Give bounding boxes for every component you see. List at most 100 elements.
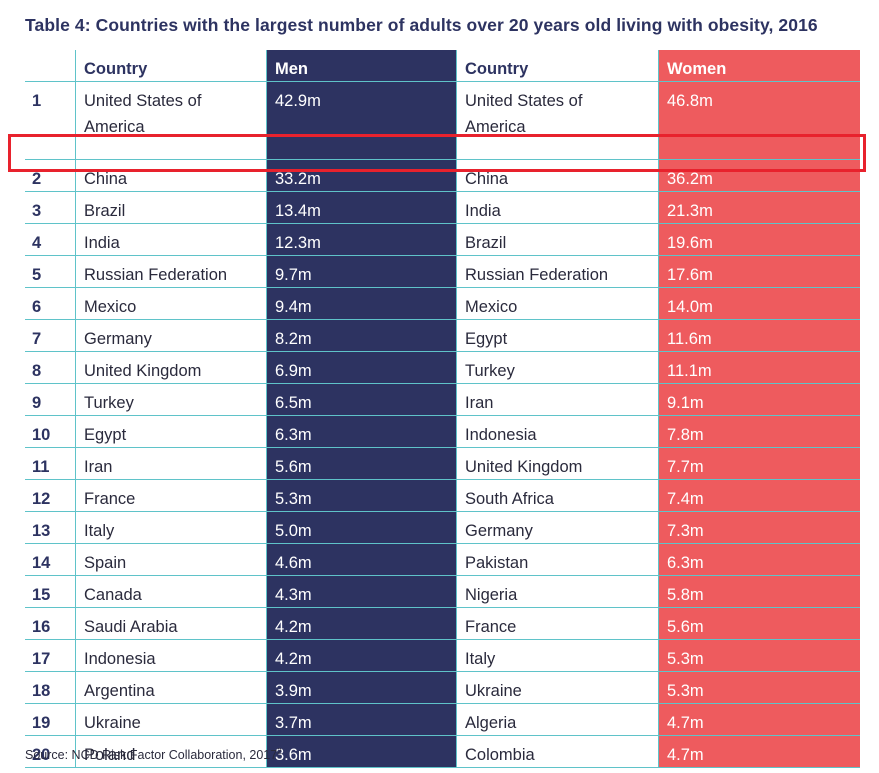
men-country-cell: Mexico <box>75 288 266 319</box>
source-note: Source: NCD Risk Factor Collaboration, 2… <box>25 747 282 762</box>
obesity-table: Country Men Country Women 1 United States… <box>25 50 860 768</box>
women-country-cell: Mexico <box>456 288 658 319</box>
men-country-cell: Iran <box>75 448 266 479</box>
rank-cell: 16 <box>32 618 51 636</box>
table-row: 20 Poland 3.6m Colombia 4.7m <box>25 736 860 768</box>
rank-cell: 14 <box>32 554 51 572</box>
men-value-cell: 42.9m <box>266 82 456 159</box>
source-text: Source: NCD Risk Factor Collaboration, 2… <box>25 748 278 763</box>
men-country-cell: United Kingdom <box>75 352 266 383</box>
table-header-row: Country Men Country Women <box>25 50 860 82</box>
women-value-cell: 5.6m <box>658 608 860 639</box>
rank-cell: 7 <box>32 330 42 348</box>
men-country-cell: Indonesia <box>75 640 266 671</box>
men-value-cell: 5.6m <box>266 448 456 479</box>
women-value-cell: 14.0m <box>658 288 860 319</box>
header-women-country: Country <box>456 50 658 81</box>
table-row: 3 Brazil 13.4m India 21.3m <box>25 192 860 224</box>
men-country-cell: Brazil <box>75 192 266 223</box>
table-row: 15 Canada 4.3m Nigeria 5.8m <box>25 576 860 608</box>
rank-cell: 8 <box>32 362 42 380</box>
women-value-cell: 17.6m <box>658 256 860 287</box>
table-row: 16 Saudi Arabia 4.2m France 5.6m <box>25 608 860 640</box>
table-body: 1 United States of America 42.9m United Sta… <box>25 82 860 768</box>
men-country-cell: Egypt <box>75 416 266 447</box>
men-value-cell: 4.6m <box>266 544 456 575</box>
women-country-cell: Nigeria <box>456 576 658 607</box>
women-value-cell: 5.8m <box>658 576 860 607</box>
rank-cell: 17 <box>32 650 51 668</box>
table-row: 4 India 12.3m Brazil 19.6m <box>25 224 860 256</box>
women-value-cell: 7.8m <box>658 416 860 447</box>
rank-cell: 2 <box>32 170 42 188</box>
table-row: 8 United Kingdom 6.9m Turkey 11.1m <box>25 352 860 384</box>
women-value-cell: 7.3m <box>658 512 860 543</box>
women-value-cell: 6.3m <box>658 544 860 575</box>
men-value-cell: 9.4m <box>266 288 456 319</box>
men-country-cell: Russian Federation <box>75 256 266 287</box>
men-value-cell: 8.2m <box>266 320 456 351</box>
rank-cell: 11 <box>32 458 50 476</box>
men-value-cell: 13.4m <box>266 192 456 223</box>
men-country-cell: France <box>75 480 266 511</box>
source-ref: 2 <box>277 747 282 756</box>
men-value-cell: 5.0m <box>266 512 456 543</box>
men-value-cell: 12.3m <box>266 224 456 255</box>
women-value-cell: 11.1m <box>658 352 860 383</box>
women-value-cell: 9.1m <box>658 384 860 415</box>
men-country-cell: Italy <box>75 512 266 543</box>
header-rank <box>25 50 75 81</box>
table-row: 6 Mexico 9.4m Mexico 14.0m <box>25 288 860 320</box>
women-value-cell: 4.7m <box>658 736 860 767</box>
table-row: 18 Argentina 3.9m Ukraine 5.3m <box>25 672 860 704</box>
women-country-cell: France <box>456 608 658 639</box>
table-row: 5 Russian Federation 9.7m Russian Federatio… <box>25 256 860 288</box>
women-value-cell: 5.3m <box>658 640 860 671</box>
men-value-cell: 4.2m <box>266 608 456 639</box>
women-country-cell: United States of America <box>456 82 658 159</box>
rank-cell: 3 <box>32 202 42 220</box>
men-value-cell: 9.7m <box>266 256 456 287</box>
men-value-cell: 6.9m <box>266 352 456 383</box>
men-value-cell: 33.2m <box>266 160 456 191</box>
men-country-cell: Turkey <box>75 384 266 415</box>
women-country-cell: United Kingdom <box>456 448 658 479</box>
men-country-cell: Germany <box>75 320 266 351</box>
men-country-cell: China <box>75 160 266 191</box>
table-title: Table 4: Countries with the largest numb… <box>25 15 818 35</box>
rank-cell: 18 <box>32 682 51 700</box>
rank-cell: 6 <box>32 298 42 316</box>
table-row: 13 Italy 5.0m Germany 7.3m <box>25 512 860 544</box>
women-country-cell: Indonesia <box>456 416 658 447</box>
table-row: 14 Spain 4.6m Pakistan 6.3m <box>25 544 860 576</box>
women-country-cell: Italy <box>456 640 658 671</box>
men-country-cell: Canada <box>75 576 266 607</box>
men-value-cell: 3.9m <box>266 672 456 703</box>
rank-cell: 9 <box>32 394 42 412</box>
women-value-cell: 19.6m <box>658 224 860 255</box>
women-value-cell: 7.4m <box>658 480 860 511</box>
women-value-cell: 21.3m <box>658 192 860 223</box>
men-country-cell: Argentina <box>75 672 266 703</box>
rank-cell: 4 <box>32 234 42 252</box>
rank-cell: 13 <box>32 522 51 540</box>
table-row: 10 Egypt 6.3m Indonesia 7.8m <box>25 416 860 448</box>
women-country-cell: Brazil <box>456 224 658 255</box>
women-value-cell: 11.6m <box>658 320 860 351</box>
women-value-cell: 7.7m <box>658 448 860 479</box>
rank-cell: 10 <box>32 426 51 444</box>
men-value-cell: 3.6m <box>266 736 456 767</box>
men-value-cell: 3.7m <box>266 704 456 735</box>
rank-cell: 15 <box>32 586 51 604</box>
women-value-cell: 36.2m <box>658 160 860 191</box>
women-value-cell: 46.8m <box>658 82 860 159</box>
men-country-cell: India <box>75 224 266 255</box>
men-value-cell: 4.3m <box>266 576 456 607</box>
men-value-cell: 6.3m <box>266 416 456 447</box>
women-country-cell: Iran <box>456 384 658 415</box>
table-row: 11 Iran 5.6m United Kingdom 7.7m <box>25 448 860 480</box>
table-row: 9 Turkey 6.5m Iran 9.1m <box>25 384 860 416</box>
men-country-cell: Saudi Arabia <box>75 608 266 639</box>
women-value-cell: 4.7m <box>658 704 860 735</box>
women-country-cell: Russian Federation <box>456 256 658 287</box>
